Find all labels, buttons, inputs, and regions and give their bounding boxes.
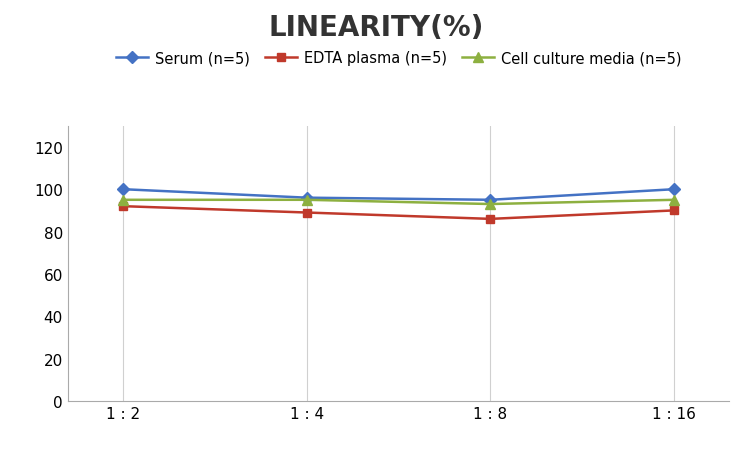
Cell culture media (n=5) bbox=[486, 202, 495, 207]
Line: Serum (n=5): Serum (n=5) bbox=[119, 186, 678, 204]
EDTA plasma (n=5) bbox=[302, 210, 311, 216]
Line: EDTA plasma (n=5): EDTA plasma (n=5) bbox=[119, 202, 678, 224]
Cell culture media (n=5) bbox=[670, 198, 679, 203]
Cell culture media (n=5) bbox=[302, 198, 311, 203]
Cell culture media (n=5) bbox=[118, 198, 127, 203]
Serum (n=5) bbox=[118, 187, 127, 193]
Serum (n=5) bbox=[486, 198, 495, 203]
EDTA plasma (n=5) bbox=[118, 204, 127, 209]
Serum (n=5) bbox=[670, 187, 679, 193]
Legend: Serum (n=5), EDTA plasma (n=5), Cell culture media (n=5): Serum (n=5), EDTA plasma (n=5), Cell cul… bbox=[110, 46, 687, 72]
Serum (n=5) bbox=[302, 196, 311, 201]
EDTA plasma (n=5) bbox=[486, 216, 495, 222]
EDTA plasma (n=5) bbox=[670, 208, 679, 214]
Line: Cell culture media (n=5): Cell culture media (n=5) bbox=[118, 195, 679, 209]
Text: LINEARITY(%): LINEARITY(%) bbox=[268, 14, 484, 41]
